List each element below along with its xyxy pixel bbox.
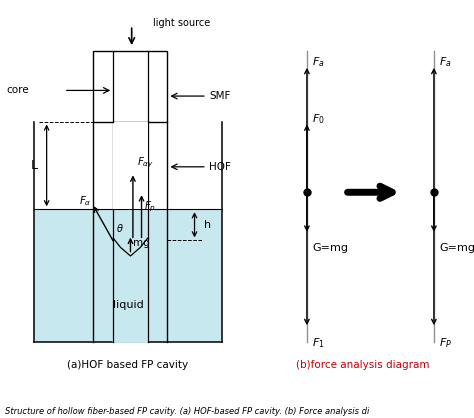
Text: $F_0$: $F_0$ (312, 112, 325, 126)
Text: $\theta$: $\theta$ (117, 222, 124, 234)
Text: $F_1$: $F_1$ (312, 336, 325, 350)
Bar (93, 51, 167, 122)
Bar (34, 209, 222, 342)
Text: $F_a$: $F_a$ (439, 55, 452, 69)
Text: $F_a$: $F_a$ (312, 55, 325, 69)
Text: L: L (31, 159, 38, 172)
Text: G=mg: G=mg (439, 243, 474, 253)
Text: h: h (204, 220, 211, 230)
Text: G=mg: G=mg (312, 243, 348, 253)
Text: Structure of hollow fiber-based FP cavity. (a) HOF-based FP cavity. (b) Force an: Structure of hollow fiber-based FP cavit… (5, 407, 369, 416)
Text: $F_P$: $F_P$ (439, 336, 453, 350)
Text: light source: light source (153, 18, 210, 28)
Text: (a)HOF based FP cavity: (a)HOF based FP cavity (67, 360, 189, 370)
Text: liquid: liquid (113, 301, 143, 311)
Text: core: core (6, 85, 28, 95)
Text: (b)force analysis diagram: (b)force analysis diagram (296, 360, 429, 370)
Text: mg: mg (133, 237, 150, 247)
Polygon shape (113, 238, 148, 342)
Text: HOF: HOF (210, 162, 231, 172)
Text: $F_p$: $F_p$ (144, 199, 156, 214)
Text: $F_{\alpha}$: $F_{\alpha}$ (79, 194, 91, 208)
Bar (113, 122, 148, 209)
Text: SMF: SMF (210, 91, 231, 101)
Text: $F_{\alpha y}$: $F_{\alpha y}$ (137, 155, 154, 170)
